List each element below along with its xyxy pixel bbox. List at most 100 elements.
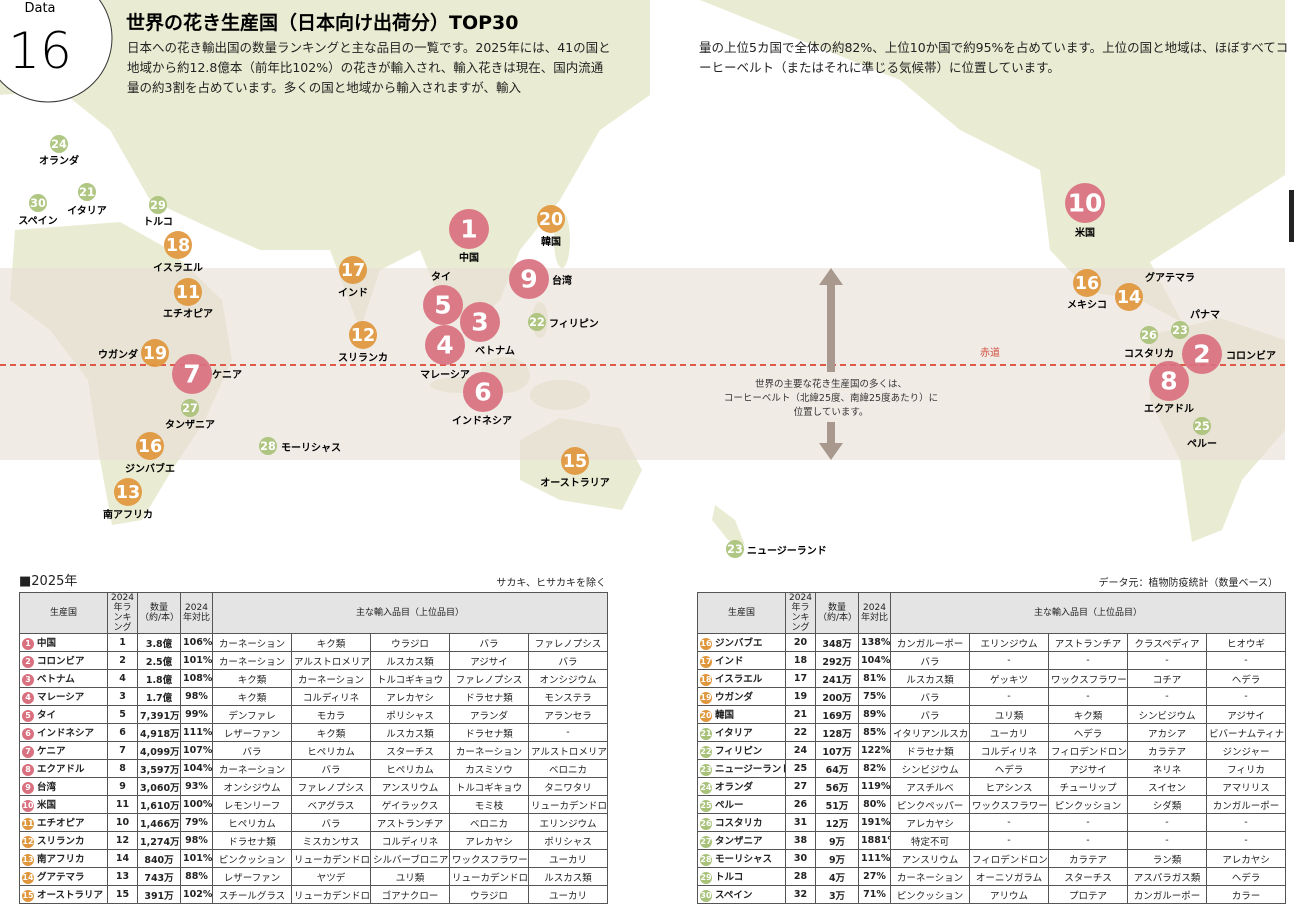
row: 13南アフリカ14840万101%ピンクッションリューカデンドロンシルバーブロニ… bbox=[19, 849, 609, 868]
marker bbox=[423, 285, 463, 325]
cell: カンガルーポー bbox=[1127, 885, 1207, 904]
cell: 71% bbox=[858, 885, 891, 904]
row: 21 イタリア 22 128万 85% イタリアンルスカス ユーカリ ヘデラ アカシア ビバーナム… bbox=[697, 723, 1287, 742]
cell: ヒアシンス bbox=[969, 777, 1049, 796]
country: ペルー bbox=[715, 800, 744, 811]
row: 11 エチオピア 10 1,466万 79% ヒペリカム バラ アストランチア ベロニカ エリンジ… bbox=[19, 813, 609, 832]
rank-badge: 8 bbox=[22, 764, 34, 776]
rank-badge: 16 bbox=[700, 638, 712, 650]
rank-badge: 5 bbox=[22, 710, 34, 722]
arrow-down bbox=[819, 422, 843, 460]
cell: リューカデンドロン bbox=[291, 849, 371, 868]
cell: スチールグラス bbox=[212, 885, 292, 904]
cell: ヘデラ bbox=[969, 759, 1049, 778]
marker bbox=[339, 256, 367, 284]
marker bbox=[1073, 269, 1101, 297]
column-header: 数量（約/本） bbox=[815, 592, 859, 634]
marker-label: コスタリカ bbox=[1124, 348, 1174, 360]
cell: 27 bbox=[785, 777, 816, 796]
table-note: サカキ、ヒサカキを除く bbox=[496, 578, 606, 589]
country-cell: 3 ベトナム bbox=[19, 669, 108, 688]
cell: 98% bbox=[180, 831, 213, 850]
cell: 169万 bbox=[815, 705, 859, 724]
cell: 191% bbox=[858, 813, 891, 832]
country-cell: 25 ペルー bbox=[697, 795, 786, 814]
marker-rank: 26 bbox=[1141, 329, 1157, 342]
marker-rank: 16 bbox=[138, 437, 162, 457]
row: 4 マレーシア 3 1.7億 98% キク類 コルディリネ アレカヤシ ドラセナ類 モンステラ bbox=[19, 687, 609, 706]
cell: ドラセナ類 bbox=[212, 831, 292, 850]
country-cell: 27 タンザニア bbox=[697, 831, 786, 850]
country: グアテマラ bbox=[37, 872, 85, 883]
country-cell: 12 スリランカ bbox=[19, 831, 108, 850]
country-cell: 20 韓国 bbox=[697, 705, 786, 724]
cell: 4,099万 bbox=[137, 741, 181, 760]
marker-rank: 15 bbox=[563, 452, 587, 472]
cell: ルスカス類 bbox=[527, 867, 609, 886]
cell: 99% bbox=[180, 705, 213, 724]
marker-label: 韓国 bbox=[541, 235, 561, 248]
cell: 119% bbox=[858, 777, 891, 796]
rank-badge: 22 bbox=[700, 746, 712, 758]
country: エクアドル bbox=[37, 764, 85, 775]
cell: アルストロメリア bbox=[291, 651, 371, 670]
marker-label: トルコ bbox=[143, 216, 173, 228]
row: 7 ケニア 7 4,099万 107% バラ ヒペリカム スターチス カーネーション アルストロメ… bbox=[19, 741, 609, 760]
marker bbox=[259, 437, 277, 455]
rank-badge: 28 bbox=[700, 854, 712, 866]
cell: 104% bbox=[858, 651, 891, 670]
cell: エリンジウム bbox=[527, 813, 609, 832]
cell: オーニソガラム bbox=[969, 867, 1049, 886]
marker-label: オーストラリア bbox=[540, 477, 610, 489]
marker-rank: 19 bbox=[143, 344, 167, 364]
cell: 107万 bbox=[815, 741, 859, 760]
country: エチオピア bbox=[37, 818, 85, 829]
marker-label: ウガンダ bbox=[98, 348, 138, 361]
country-cell: 22 フィリピン bbox=[697, 741, 786, 760]
cell: - bbox=[1127, 831, 1207, 850]
cell: イタリアンルスカス bbox=[890, 723, 970, 742]
cell: アカシア bbox=[1127, 723, 1207, 742]
marker-rank: 25 bbox=[1194, 420, 1210, 433]
country-cell: 10 米国 bbox=[19, 795, 108, 814]
cell: デンファレ bbox=[212, 705, 292, 724]
marker-label: マレーシア bbox=[420, 369, 470, 381]
country-cell: 24 オランダ bbox=[697, 777, 786, 796]
country: コスタリカ bbox=[715, 818, 763, 829]
rank-badge: 4 bbox=[22, 692, 34, 704]
cell: 7,391万 bbox=[137, 705, 181, 724]
cell: コルディリネ bbox=[370, 831, 450, 850]
marker-rank: 17 bbox=[341, 261, 365, 281]
cell: 11 bbox=[107, 795, 138, 814]
cell: バラ bbox=[890, 651, 970, 670]
row: 22 フィリピン 24 107万 122% ドラセナ類 コルディリネ フィロデンドロン カラテア… bbox=[697, 741, 1287, 760]
cell: ウラジロ bbox=[449, 885, 529, 904]
cell: 6 bbox=[107, 723, 138, 742]
cell: ユーカリ bbox=[527, 849, 609, 868]
cell: 特定不可 bbox=[890, 831, 970, 850]
cell: - bbox=[1127, 651, 1207, 670]
marker-label: タイ bbox=[431, 271, 451, 283]
cell: ユーカリ bbox=[527, 885, 609, 904]
cell: 13 bbox=[107, 867, 138, 886]
cell: ヒペリカム bbox=[370, 759, 450, 778]
marker-rank: 21 bbox=[79, 186, 95, 199]
cell: 1 bbox=[107, 633, 138, 652]
country: ケニア bbox=[37, 746, 66, 757]
cell: キク類 bbox=[212, 687, 292, 706]
cell: ポリシャス bbox=[527, 831, 609, 850]
rank-badge: 2 bbox=[22, 656, 34, 668]
cell: アリウム bbox=[969, 885, 1049, 904]
column-header: 2024年対比 bbox=[858, 592, 891, 634]
cell: 1,610万 bbox=[137, 795, 181, 814]
marker bbox=[136, 432, 164, 460]
marker-rank: 20 bbox=[539, 210, 563, 230]
column-header: 生産国 bbox=[19, 592, 108, 634]
marker bbox=[463, 372, 503, 412]
marker bbox=[726, 540, 744, 558]
row: 1 中国 1 3.8億 106% カーネーション キク類 ウラジロ バラ ファレノプシス bbox=[19, 633, 609, 652]
country-cell: 1 中国 bbox=[19, 633, 108, 652]
country-cell: 6 インドネシア bbox=[19, 723, 108, 742]
marker-rank: 2 bbox=[1193, 339, 1210, 368]
